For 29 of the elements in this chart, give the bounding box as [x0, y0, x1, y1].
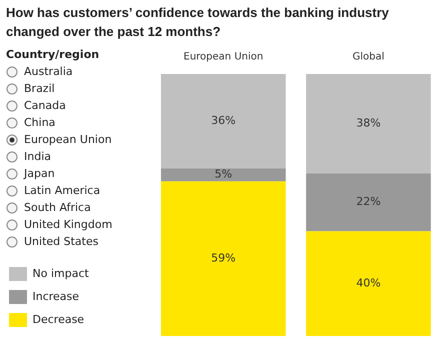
chart-title: How has customers’ confidence towards the banking industry changed over the past 12 months? — [6, 4, 390, 41]
legend-label: Increase — [32, 290, 80, 303]
text: South Africa — [24, 201, 91, 214]
text: Australia — [24, 65, 73, 78]
text: Brazil — [24, 82, 55, 95]
text: United States — [24, 235, 98, 248]
text: Canada — [24, 99, 66, 112]
bar — [160, 168, 286, 182]
data-label: 22% — [356, 195, 381, 208]
data-label: 5% — [214, 168, 232, 181]
data-label: 40% — [356, 276, 381, 290]
text: China — [24, 116, 56, 129]
legend-label: Decrease — [32, 312, 84, 326]
bar — [160, 181, 286, 336]
bar — [160, 74, 286, 168]
bar — [306, 174, 431, 232]
bar — [306, 231, 431, 336]
data-label: 59% — [211, 252, 236, 265]
text: United Kingdom — [24, 218, 112, 231]
text: India — [24, 150, 51, 163]
text: Latin America — [24, 184, 100, 197]
bar — [306, 74, 431, 174]
legend-label: No impact — [32, 266, 90, 280]
data-label: 38% — [356, 116, 381, 130]
data-label: 36% — [211, 114, 236, 128]
text: European Union — [24, 133, 112, 146]
text: Japan — [24, 167, 55, 180]
text: Country/region — [6, 47, 100, 63]
x-tick-label: Global — [352, 52, 384, 63]
